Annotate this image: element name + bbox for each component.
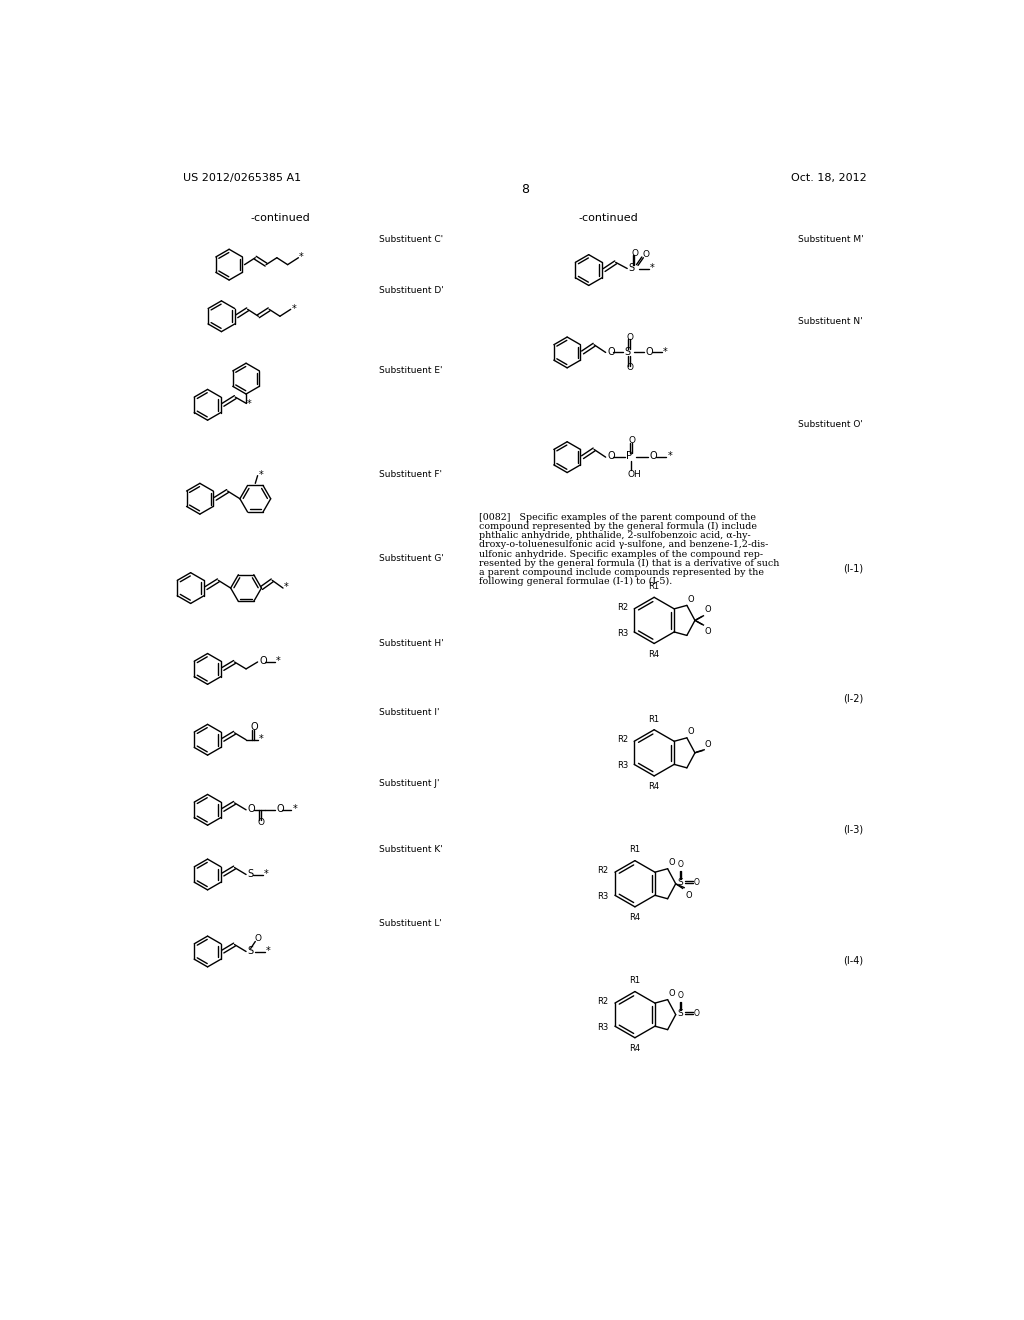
- Text: O: O: [251, 722, 258, 733]
- Text: O: O: [629, 437, 636, 445]
- Text: O: O: [686, 891, 692, 900]
- Text: *: *: [258, 470, 263, 480]
- Text: O: O: [259, 656, 267, 667]
- Text: compound represented by the general formula (I) include: compound represented by the general form…: [479, 521, 758, 531]
- Text: *: *: [264, 869, 268, 879]
- Text: droxy-o-toluenesulfonic acid γ-sulfone, and benzene-1,2-dis-: droxy-o-toluenesulfonic acid γ-sulfone, …: [479, 540, 769, 549]
- Text: O: O: [693, 1008, 699, 1018]
- Text: (I-1): (I-1): [844, 564, 863, 573]
- Text: R4: R4: [648, 649, 659, 659]
- Text: R1: R1: [648, 714, 659, 723]
- Text: Substituent K': Substituent K': [379, 845, 443, 854]
- Text: *: *: [663, 347, 668, 356]
- Text: R2: R2: [616, 603, 628, 611]
- Text: R3: R3: [597, 1023, 608, 1032]
- Text: R1: R1: [630, 977, 640, 985]
- Text: O: O: [705, 741, 712, 748]
- Text: O: O: [678, 861, 684, 869]
- Text: O: O: [649, 451, 657, 462]
- Text: R2: R2: [616, 735, 628, 744]
- Text: following general formulae (I-1) to (I-5).: following general formulae (I-1) to (I-5…: [479, 577, 673, 586]
- Text: Substituent E': Substituent E': [379, 366, 442, 375]
- Text: Substituent N': Substituent N': [798, 317, 863, 326]
- Text: S: S: [677, 1010, 683, 1018]
- Text: S: S: [248, 945, 254, 956]
- Text: -continued: -continued: [579, 213, 638, 223]
- Text: S: S: [248, 869, 254, 879]
- Text: O: O: [688, 727, 694, 737]
- Text: *: *: [668, 451, 672, 462]
- Text: Substituent G': Substituent G': [379, 554, 444, 564]
- Text: R4: R4: [630, 913, 640, 921]
- Text: O: O: [678, 991, 684, 1001]
- Text: R3: R3: [616, 630, 628, 638]
- Text: O: O: [258, 817, 264, 826]
- Text: R2: R2: [598, 997, 608, 1006]
- Text: O: O: [627, 363, 634, 372]
- Text: O: O: [607, 347, 614, 356]
- Text: P: P: [627, 451, 633, 462]
- Text: R1: R1: [630, 846, 640, 854]
- Text: Substituent D': Substituent D': [379, 286, 444, 296]
- Text: O: O: [607, 451, 614, 462]
- Text: R3: R3: [597, 892, 608, 902]
- Text: Substituent L': Substituent L': [379, 919, 442, 928]
- Text: Oct. 18, 2012: Oct. 18, 2012: [791, 173, 866, 182]
- Text: O: O: [688, 595, 694, 603]
- Text: (I-4): (I-4): [844, 956, 863, 966]
- Text: O: O: [669, 989, 675, 998]
- Text: O: O: [255, 935, 261, 942]
- Text: Substituent O': Substituent O': [798, 420, 863, 429]
- Text: Substituent H': Substituent H': [379, 639, 443, 648]
- Text: O: O: [631, 248, 638, 257]
- Text: Substituent M': Substituent M': [798, 235, 864, 244]
- Text: O: O: [276, 804, 284, 814]
- Text: *: *: [292, 804, 297, 814]
- Text: O: O: [248, 804, 255, 814]
- Text: *: *: [266, 945, 270, 956]
- Text: 8: 8: [521, 182, 528, 195]
- Text: (I-3): (I-3): [844, 825, 863, 834]
- Text: *: *: [247, 399, 252, 409]
- Text: OH: OH: [628, 470, 642, 479]
- Text: resented by the general formula (I) that is a derivative of such: resented by the general formula (I) that…: [479, 558, 779, 568]
- Text: Substituent J': Substituent J': [379, 779, 439, 788]
- Text: ulfonic anhydride. Specific examples of the compound rep-: ulfonic anhydride. Specific examples of …: [479, 549, 764, 558]
- Text: [0082]   Specific examples of the parent compound of the: [0082] Specific examples of the parent c…: [479, 512, 757, 521]
- Text: R4: R4: [630, 1044, 640, 1053]
- Text: US 2012/0265385 A1: US 2012/0265385 A1: [183, 173, 301, 182]
- Text: Substituent F': Substituent F': [379, 470, 442, 479]
- Text: *: *: [299, 252, 304, 261]
- Text: -continued: -continued: [251, 213, 310, 223]
- Text: (I-2): (I-2): [844, 694, 863, 704]
- Text: O: O: [627, 333, 634, 342]
- Text: *: *: [292, 304, 296, 314]
- Text: a parent compound include compounds represented by the: a parent compound include compounds repr…: [479, 568, 764, 577]
- Text: O: O: [646, 347, 653, 356]
- Text: S: S: [625, 347, 630, 356]
- Text: R4: R4: [648, 781, 659, 791]
- Text: R2: R2: [598, 866, 608, 875]
- Text: O: O: [705, 627, 712, 635]
- Text: phthalic anhydride, phthalide, 2-sulfobenzoic acid, α-hy-: phthalic anhydride, phthalide, 2-sulfobe…: [479, 531, 752, 540]
- Text: O: O: [705, 606, 712, 614]
- Text: *: *: [649, 263, 654, 273]
- Text: Substituent C': Substituent C': [379, 235, 443, 244]
- Text: O: O: [643, 251, 649, 259]
- Text: S: S: [677, 879, 683, 887]
- Text: *: *: [259, 734, 264, 744]
- Text: *: *: [276, 656, 281, 667]
- Text: S: S: [629, 263, 635, 273]
- Text: R1: R1: [648, 582, 659, 591]
- Text: O: O: [693, 878, 699, 887]
- Text: O: O: [669, 858, 675, 867]
- Text: Substituent I': Substituent I': [379, 709, 439, 717]
- Text: R3: R3: [616, 762, 628, 771]
- Text: *: *: [284, 582, 289, 593]
